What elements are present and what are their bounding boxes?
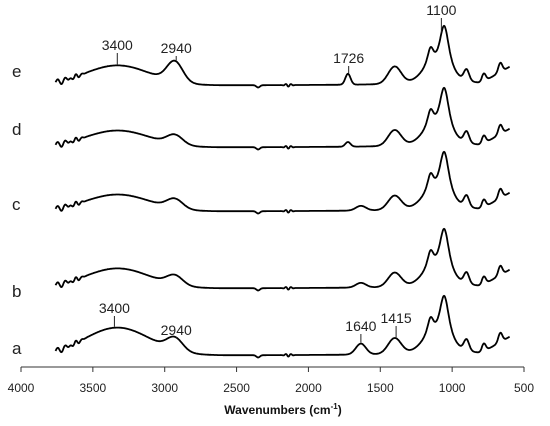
series-label-c: c xyxy=(12,195,21,214)
x-tick-label: 1500 xyxy=(367,381,394,395)
annotation-label-3400-e: 3400 xyxy=(102,37,133,53)
x-tick-label: 1000 xyxy=(439,381,466,395)
x-tick-label: 2500 xyxy=(223,381,250,395)
annotation-label-3400-a: 3400 xyxy=(99,300,130,316)
x-axis-title: Wavenumbers (cm-1) xyxy=(224,402,341,417)
annotation-label-2940-e: 2940 xyxy=(161,40,192,56)
annotation-label-1415-a: 1415 xyxy=(381,310,412,326)
annotation-label-2940-a: 2940 xyxy=(161,322,192,338)
annotation-label-1640-a: 1640 xyxy=(345,318,376,334)
series-label-a: a xyxy=(12,339,22,358)
series-line-d xyxy=(54,86,511,151)
series-line-a xyxy=(54,294,511,359)
series-label-e: e xyxy=(12,62,21,81)
series-label-d: d xyxy=(12,120,21,139)
x-tick-label: 3000 xyxy=(151,381,178,395)
series-line-c xyxy=(54,150,511,215)
annotation-label-1100-e: 1100 xyxy=(426,2,456,18)
x-tick-label: 3500 xyxy=(80,381,107,395)
peak-annotations: 1100 3400 2940 1726 3400 2940 1640 1415 xyxy=(99,2,457,343)
x-tick-label: 500 xyxy=(514,381,534,395)
series-label-b: b xyxy=(12,282,21,301)
series-labels: a b c d e xyxy=(12,62,22,358)
series-line-b xyxy=(54,227,511,292)
x-tick-label: 2000 xyxy=(295,381,322,395)
x-tick-label: 4000 xyxy=(8,381,35,395)
series-line-e xyxy=(54,24,511,89)
x-axis-ticks: 4000 3500 3000 2500 2000 1500 1000 500 xyxy=(8,367,534,395)
spectra-group xyxy=(54,24,511,359)
annotation-label-1726-e: 1726 xyxy=(333,50,364,66)
